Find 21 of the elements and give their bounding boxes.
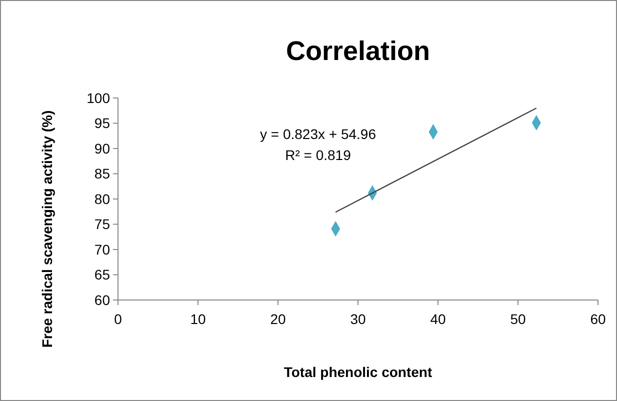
annotation: R² = 0.819 [285,147,352,163]
x-tick-label: 20 [270,311,286,327]
x-tick-label: 30 [350,311,366,327]
x-tick-label: 40 [430,311,446,327]
x-tick-label: 60 [590,311,606,327]
y-tick-label: 60 [94,292,110,308]
y-tick-label: 100 [86,90,110,106]
y-tick-label: 65 [94,266,110,283]
y-tick-label: 75 [94,216,110,232]
annotation: y = 0.823x + 54.96 [260,126,376,142]
y-tick-label: 90 [94,140,110,156]
x-tick-label: 50 [510,311,526,327]
x-tick-label: 10 [190,311,206,327]
y-tick-label: 95 [94,115,110,132]
chart-title: Correlation [286,36,430,66]
x-tick-label: 0 [114,311,122,327]
x-axis-title: Total phenolic content [284,364,432,380]
y-tick-label: 70 [94,241,110,258]
y-tick-label: 85 [94,166,110,182]
y-tick-label: 80 [94,190,110,207]
y-axis-title: Free radical scavenging activity (%) [39,110,55,348]
